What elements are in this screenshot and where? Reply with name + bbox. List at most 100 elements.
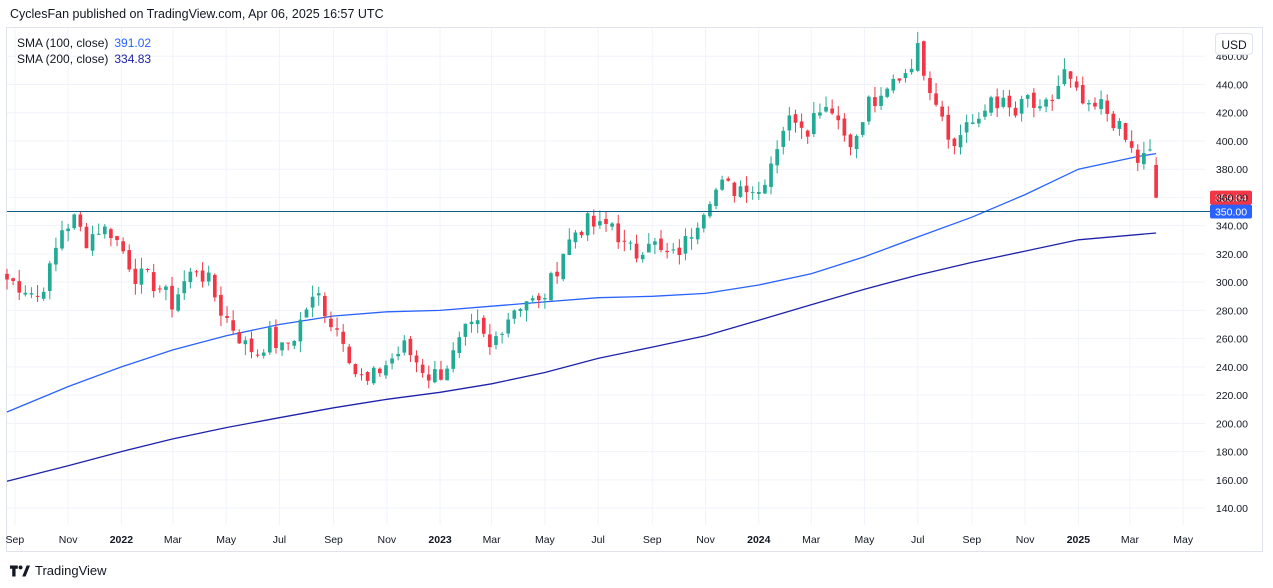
candle-body <box>29 293 34 295</box>
candle-body <box>824 106 828 112</box>
candle-body <box>744 185 749 193</box>
candle-body <box>378 368 382 374</box>
candle <box>701 213 706 233</box>
price-tick-label: 140.00 <box>1216 503 1248 515</box>
candle-body <box>267 327 272 353</box>
price-tick-label: 300.00 <box>1216 277 1248 289</box>
candle <box>219 286 223 327</box>
candle <box>1056 75 1061 100</box>
candle <box>11 277 15 286</box>
candle <box>842 113 847 142</box>
candle-body <box>286 342 290 344</box>
candle-body <box>237 332 242 344</box>
candle-body <box>121 241 125 252</box>
candle-body <box>1019 99 1024 114</box>
candle <box>610 221 614 231</box>
candle <box>1007 90 1012 117</box>
candle <box>854 134 859 159</box>
candle-body <box>488 334 492 348</box>
candle-body <box>17 281 22 293</box>
candle-body <box>677 247 682 256</box>
candle-body <box>879 95 883 106</box>
candle-body <box>873 97 877 107</box>
candle <box>17 269 22 301</box>
candle <box>47 260 52 300</box>
candle-body <box>390 358 394 364</box>
candle <box>445 365 449 381</box>
candle <box>1001 89 1006 109</box>
candle-body <box>1038 106 1042 109</box>
candle <box>732 181 737 203</box>
candle-body <box>1117 121 1122 129</box>
legend-sma100[interactable]: SMA (100, close) 391.02 <box>17 35 151 51</box>
candle <box>164 284 168 301</box>
candle <box>286 342 290 351</box>
candle-body <box>634 243 639 259</box>
legend-sma200[interactable]: SMA (200, close) 334.83 <box>17 51 151 67</box>
time-tick-label: 2025 <box>1067 534 1091 546</box>
price-tick-label: 420.00 <box>1216 108 1248 120</box>
candle <box>622 229 627 252</box>
candle <box>646 233 651 253</box>
candle-body <box>524 301 529 311</box>
attribution-text: CyclesFan published on TradingView.com, … <box>10 7 384 21</box>
candle <box>989 95 993 117</box>
candle <box>922 40 926 81</box>
candle-body <box>665 250 669 253</box>
price-tick-label: 180.00 <box>1216 447 1248 459</box>
candle-body <box>995 96 1000 109</box>
candle-body <box>922 41 926 76</box>
candle-body <box>11 278 15 281</box>
candle-body <box>316 293 321 296</box>
candle-body <box>469 321 474 325</box>
candle <box>1105 94 1110 122</box>
candle <box>536 292 541 309</box>
candle <box>469 313 474 333</box>
candle-body <box>298 319 303 342</box>
time-tick-label: Nov <box>696 534 715 546</box>
time-tick-label: Mar <box>164 534 183 546</box>
candle-body <box>811 113 816 135</box>
candle-body <box>591 215 596 227</box>
footer-brand[interactable]: TradingView <box>10 563 107 578</box>
candle-body <box>567 239 572 256</box>
candle <box>494 331 498 350</box>
candle <box>488 324 492 355</box>
candle-body <box>133 268 138 284</box>
candle <box>310 285 315 318</box>
candle-body <box>708 204 712 217</box>
candle-body <box>47 263 52 292</box>
candle-body <box>866 96 871 122</box>
candle <box>249 331 254 359</box>
currency-button[interactable]: USD <box>1215 33 1253 55</box>
candle-body <box>426 374 431 381</box>
candle <box>35 285 40 302</box>
candle-body <box>41 291 46 299</box>
candle <box>1123 122 1128 143</box>
candle-body <box>561 253 566 280</box>
candle <box>115 235 119 247</box>
candle-body <box>1087 103 1091 105</box>
candle <box>616 214 621 249</box>
candle <box>1074 76 1079 91</box>
candle <box>72 213 77 230</box>
candle <box>781 126 786 155</box>
candle <box>1087 99 1091 112</box>
candle <box>420 359 425 378</box>
candle-body <box>1013 107 1018 116</box>
candle-body <box>854 135 859 150</box>
candle <box>139 257 144 294</box>
candle-body <box>66 228 70 232</box>
candle <box>90 225 95 256</box>
candle-body <box>543 298 547 300</box>
candle <box>335 317 339 337</box>
hline-label-bg <box>1210 204 1252 219</box>
candle <box>109 227 113 247</box>
candle <box>1154 157 1158 199</box>
candle-body <box>249 338 254 353</box>
sma100-label: SMA (100, close) <box>17 36 109 50</box>
candle <box>298 312 303 353</box>
candle-body <box>60 230 64 249</box>
time-tick-label: 2022 <box>110 534 134 546</box>
